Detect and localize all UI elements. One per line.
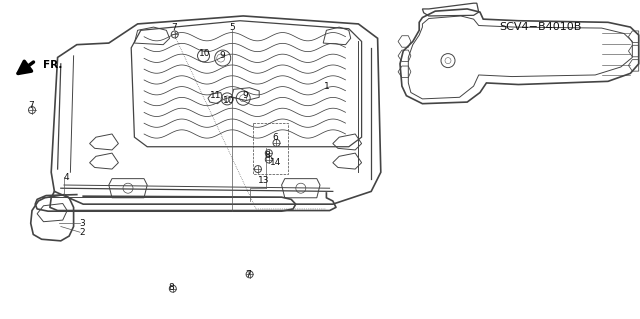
Text: 13: 13: [258, 176, 269, 185]
Text: 14: 14: [269, 158, 281, 167]
Text: 11: 11: [210, 91, 221, 100]
Text: 4: 4: [63, 173, 68, 182]
Text: 7: 7: [28, 101, 33, 110]
Text: 10: 10: [199, 49, 211, 58]
Text: 5: 5: [229, 23, 234, 32]
Text: 8: 8: [265, 151, 270, 160]
Text: 1: 1: [324, 82, 329, 91]
Text: 2: 2: [79, 228, 84, 237]
Text: 8: 8: [169, 283, 174, 292]
Text: 9: 9: [243, 91, 248, 100]
Text: SCV4−B4010B: SCV4−B4010B: [500, 22, 582, 32]
Text: 3: 3: [79, 219, 84, 228]
Text: FR.: FR.: [43, 60, 62, 70]
Text: 6: 6: [273, 133, 278, 142]
Text: 10: 10: [223, 96, 234, 105]
Text: 9: 9: [220, 51, 225, 60]
Bar: [253, 123, 288, 174]
Text: 7: 7: [246, 270, 251, 279]
Text: 7: 7: [172, 23, 177, 32]
